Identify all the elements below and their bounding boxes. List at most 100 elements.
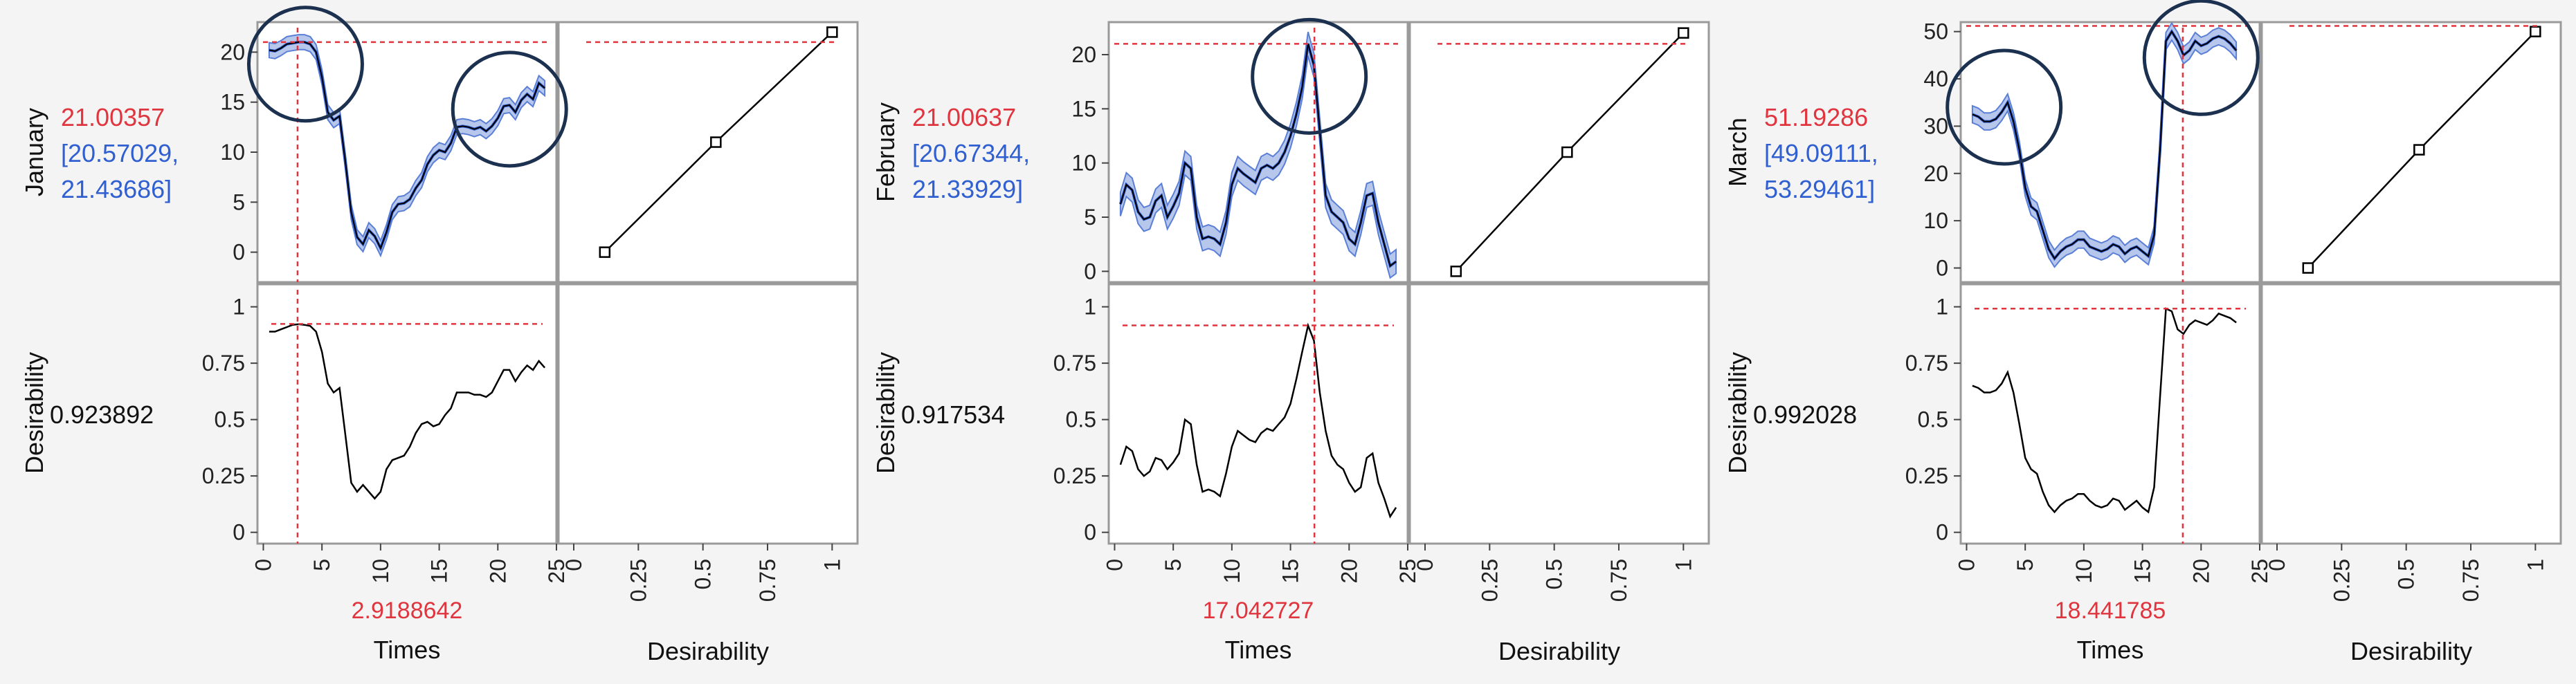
response-y-tick-label: 20 [220,39,245,64]
plot-frame [557,283,859,545]
desirability-y-tick-label: 0 [233,520,245,545]
plot-frame [1107,283,1409,545]
desirability-x-tick-label: 0.25 [1477,559,1502,602]
desirability-label: Desirability [871,352,900,474]
response-value: 51.19286 [1764,103,1868,131]
plot-frame [256,283,558,545]
desirability-handle[interactable] [1561,146,1573,158]
time-current-value: 2.9188642 [352,598,463,624]
desirability-y-tick-label: 0.25 [202,463,245,488]
time-x-tick-label: 10 [368,559,393,584]
response-interval-low: [49.09111, [1764,139,1878,167]
time-x-tick-label: 10 [1219,559,1244,584]
time-x-tick-label: 0 [1954,559,1979,571]
desirability-x-tick-label: 0 [2265,559,2289,571]
time-x-tick-label: 15 [427,559,452,584]
desirability-y-tick-label: 1 [1936,295,1948,320]
highlight-circle [1251,17,1368,135]
response-value: 21.00637 [912,103,1016,131]
desirability-handle[interactable] [710,136,722,148]
desirability-x-tick-label: 1 [819,559,844,571]
time-x-tick-label: 0 [1102,559,1127,571]
plot-frame [256,21,558,284]
confidence-band [268,34,546,258]
desirability-handle[interactable] [2530,26,2541,37]
desirability-y-tick-label: 0.5 [1066,407,1096,432]
time-x-tick-label: 15 [1278,559,1303,584]
desirability-x-tick-label: 0 [561,559,586,571]
desirability-y-tick-label: 0.75 [1905,351,1948,376]
desirability-x-tick-label: 1 [1671,559,1696,571]
desirability-value: 0.923892 [50,400,154,429]
desirability-handle[interactable] [1450,266,1462,277]
time-x-tick-label: 25 [2247,559,2272,584]
response-interval-low: [20.67344, [912,139,1030,167]
desirability-x-tick-label: 0.75 [2458,559,2483,602]
desirability-y-tick-label: 0.25 [1053,463,1096,488]
plot-frame [2260,21,2562,284]
plot-frame [1959,283,2261,545]
desirability-handle[interactable] [599,246,611,258]
response-y-tick-label: 0 [233,240,245,265]
desirability-x-tick-label: 0.25 [626,559,651,602]
desirability-y-tick-label: 0.75 [1053,351,1096,376]
response-interval-low: [20.57029, [61,139,179,167]
desirability-handle[interactable] [1678,27,1689,39]
response-y-tick-label: 0 [1084,259,1096,284]
time-x-tick-label: 5 [1161,559,1186,571]
desirability-label: Desirability [20,352,48,474]
response-y-tick-label: 15 [220,90,245,115]
time-current-value: 17.042727 [1203,598,1314,624]
desirability-x-tick-label: 0.75 [1606,559,1631,602]
desirability-axis-label: Desirability [647,637,769,665]
time-x-tick-label: 20 [1336,559,1361,584]
time-axis-label: Times [374,636,441,664]
response-y-tick-label: 0 [1936,255,1948,280]
response-curve [269,41,545,250]
highlight-circle [451,50,568,168]
highlight-circle [2142,0,2260,116]
desirability-handle[interactable] [2302,262,2314,274]
desirability-curve [1119,322,1397,519]
desirability-y-tick-label: 0.75 [202,351,245,376]
response-curve [1972,30,2237,260]
desirability-value: 0.992028 [1753,400,1857,429]
response-label: January [20,108,48,196]
response-interval-high: 53.29461] [1764,175,1875,203]
response-interval-high: 21.43686] [61,175,172,203]
response-y-tick-label: 30 [1923,113,1948,138]
time-x-tick-label: 10 [2071,559,2096,584]
response-y-tick-label: 10 [1923,208,1948,233]
response-y-tick-label: 5 [233,190,245,214]
desirability-handle[interactable] [2413,144,2425,156]
desirability-y-tick-label: 1 [1084,295,1096,320]
desirability-y-tick-label: 1 [233,295,245,320]
response-label: March [1723,118,1752,187]
desirability-label: Desirability [1723,352,1752,474]
response-curve [1119,44,1397,268]
desirability-axis-label: Desirability [2350,637,2472,665]
desirability-curve [269,323,546,500]
desirability-curve [1972,307,2237,514]
desirability-y-tick-label: 0.5 [215,407,245,432]
response-y-tick-label: 40 [1923,66,1948,91]
time-axis-label: Times [2077,636,2144,664]
time-x-tick-label: 20 [2188,559,2213,584]
time-axis-label: Times [1225,636,1292,664]
desirability-x-tick-label: 0.25 [2329,559,2354,602]
highlight-circle [1945,48,2063,166]
desirability-axis-label: Desirability [1498,637,1620,665]
plot-frame [1408,283,1710,545]
desirability-x-tick-label: 0.75 [755,559,780,602]
time-x-tick-label: 25 [1395,559,1420,584]
desirability-x-tick-label: 1 [2523,559,2548,571]
response-value: 21.00357 [61,103,165,131]
response-y-tick-label: 10 [220,140,245,165]
desirability-y-tick-label: 0.25 [1905,463,1948,488]
desirability-handle[interactable] [826,26,838,38]
time-x-tick-label: 25 [544,559,569,584]
